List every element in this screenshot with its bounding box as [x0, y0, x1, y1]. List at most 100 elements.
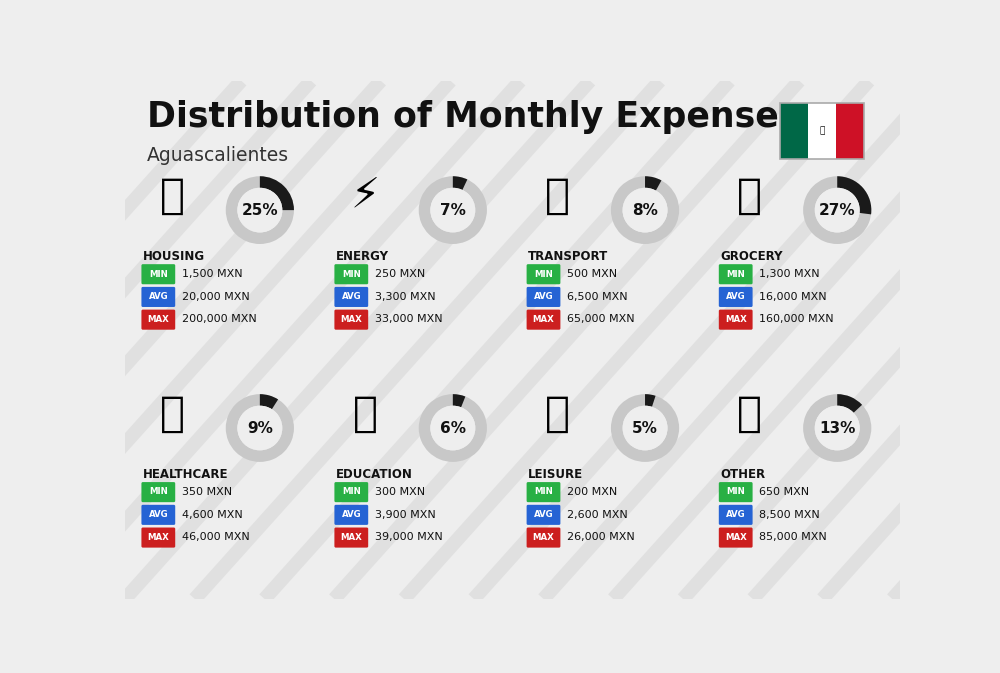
Text: MIN: MIN [726, 487, 745, 497]
FancyBboxPatch shape [527, 528, 560, 548]
Text: Distribution of Monthly Expenses: Distribution of Monthly Expenses [147, 100, 799, 134]
Text: 🏥: 🏥 [160, 392, 185, 435]
Wedge shape [419, 176, 487, 244]
Text: 200,000 MXN: 200,000 MXN [182, 314, 256, 324]
FancyBboxPatch shape [141, 287, 175, 307]
FancyBboxPatch shape [334, 310, 368, 330]
FancyBboxPatch shape [719, 287, 753, 307]
Text: 27%: 27% [819, 203, 856, 217]
FancyBboxPatch shape [719, 505, 753, 525]
Text: MIN: MIN [149, 487, 168, 497]
Text: MAX: MAX [147, 315, 169, 324]
Text: MIN: MIN [342, 269, 361, 279]
Text: MIN: MIN [342, 487, 361, 497]
Circle shape [237, 188, 282, 232]
Text: AVG: AVG [341, 292, 361, 302]
Text: MIN: MIN [149, 269, 168, 279]
FancyBboxPatch shape [527, 505, 560, 525]
FancyBboxPatch shape [334, 528, 368, 548]
FancyBboxPatch shape [719, 482, 753, 502]
Text: 500 MXN: 500 MXN [567, 269, 617, 279]
Text: MAX: MAX [725, 533, 747, 542]
Text: 39,000 MXN: 39,000 MXN [375, 532, 442, 542]
Text: 65,000 MXN: 65,000 MXN [567, 314, 634, 324]
FancyBboxPatch shape [141, 505, 175, 525]
FancyBboxPatch shape [527, 264, 560, 284]
Wedge shape [611, 176, 679, 244]
Text: GROCERY: GROCERY [720, 250, 783, 263]
Wedge shape [226, 394, 294, 462]
FancyBboxPatch shape [334, 264, 368, 284]
FancyBboxPatch shape [334, 287, 368, 307]
Circle shape [430, 188, 475, 232]
Circle shape [623, 406, 668, 450]
Text: 3,300 MXN: 3,300 MXN [375, 291, 435, 302]
Text: 🛒: 🛒 [737, 175, 762, 217]
Wedge shape [260, 176, 294, 210]
Text: MIN: MIN [534, 487, 553, 497]
Text: 300 MXN: 300 MXN [375, 487, 425, 497]
FancyBboxPatch shape [141, 264, 175, 284]
Text: MAX: MAX [533, 315, 554, 324]
Wedge shape [226, 176, 294, 244]
Text: 🏢: 🏢 [160, 175, 185, 217]
Text: HOUSING: HOUSING [143, 250, 205, 263]
Text: LEISURE: LEISURE [528, 468, 583, 481]
Wedge shape [611, 394, 679, 462]
Circle shape [815, 406, 860, 450]
Circle shape [815, 188, 860, 232]
Wedge shape [645, 394, 656, 406]
FancyBboxPatch shape [808, 103, 836, 159]
FancyBboxPatch shape [527, 482, 560, 502]
Text: AVG: AVG [534, 510, 553, 519]
Text: 9%: 9% [247, 421, 273, 435]
Text: 350 MXN: 350 MXN [182, 487, 232, 497]
Text: 2,600 MXN: 2,600 MXN [567, 509, 628, 520]
FancyBboxPatch shape [334, 482, 368, 502]
Text: 33,000 MXN: 33,000 MXN [375, 314, 442, 324]
FancyBboxPatch shape [334, 505, 368, 525]
Text: 650 MXN: 650 MXN [759, 487, 809, 497]
Wedge shape [453, 394, 465, 407]
Text: 7%: 7% [440, 203, 466, 217]
Text: 🛍: 🛍 [545, 392, 570, 435]
Text: MAX: MAX [725, 315, 747, 324]
Text: 20,000 MXN: 20,000 MXN [182, 291, 249, 302]
Text: MAX: MAX [147, 533, 169, 542]
FancyBboxPatch shape [527, 310, 560, 330]
FancyBboxPatch shape [719, 310, 753, 330]
Text: ⚡: ⚡ [351, 175, 380, 217]
Text: ENERGY: ENERGY [336, 250, 389, 263]
Wedge shape [837, 176, 871, 215]
Text: 200 MXN: 200 MXN [567, 487, 617, 497]
FancyBboxPatch shape [719, 264, 753, 284]
Wedge shape [260, 394, 278, 409]
Text: MIN: MIN [534, 269, 553, 279]
Text: AVG: AVG [534, 292, 553, 302]
Text: AVG: AVG [149, 510, 168, 519]
Text: 6%: 6% [440, 421, 466, 435]
FancyBboxPatch shape [836, 103, 864, 159]
Text: 1,500 MXN: 1,500 MXN [182, 269, 242, 279]
Text: 16,000 MXN: 16,000 MXN [759, 291, 827, 302]
Text: 🚌: 🚌 [545, 175, 570, 217]
Wedge shape [803, 176, 871, 244]
Text: EDUCATION: EDUCATION [336, 468, 413, 481]
Wedge shape [803, 394, 871, 462]
Circle shape [237, 406, 282, 450]
Text: 💰: 💰 [737, 392, 762, 435]
Circle shape [430, 406, 475, 450]
Wedge shape [419, 394, 487, 462]
Wedge shape [645, 176, 661, 190]
Text: 4,600 MXN: 4,600 MXN [182, 509, 242, 520]
FancyBboxPatch shape [141, 528, 175, 548]
Text: 1,300 MXN: 1,300 MXN [759, 269, 820, 279]
Text: AVG: AVG [341, 510, 361, 519]
Wedge shape [453, 176, 467, 190]
Text: 8,500 MXN: 8,500 MXN [759, 509, 820, 520]
Text: OTHER: OTHER [720, 468, 765, 481]
Text: MAX: MAX [533, 533, 554, 542]
FancyBboxPatch shape [141, 482, 175, 502]
Text: AVG: AVG [149, 292, 168, 302]
Text: 🎓: 🎓 [353, 392, 378, 435]
